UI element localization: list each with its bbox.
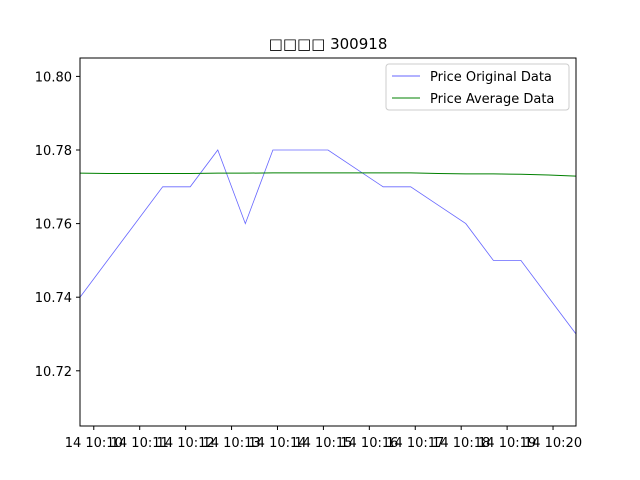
x-tick-label-4: 14 10:14 xyxy=(248,436,306,451)
x-tick-label-8: 14 10:18 xyxy=(432,436,490,451)
y-tick-label-3: 10.78 xyxy=(35,144,72,159)
x-tick-label-5: 14 10:15 xyxy=(294,436,352,451)
y-axis: 10.72 10.74 10.76 10.78 10.80 xyxy=(35,70,80,380)
y-tick-label-1: 10.74 xyxy=(35,291,72,306)
y-tick-label-4: 10.80 xyxy=(35,70,72,85)
x-tick-label-6: 14 10:16 xyxy=(340,436,398,451)
x-tick-label-10: 14 10:20 xyxy=(524,436,582,451)
series-line-1 xyxy=(79,149,577,335)
series-line-2 xyxy=(79,172,577,177)
legend: Price Original Data Price Average Data xyxy=(385,63,570,111)
x-tick-label-1: 14 10:11 xyxy=(111,436,169,451)
x-tick-label-7: 14 10:17 xyxy=(386,436,444,451)
legend-label-1: Price Original Data xyxy=(430,70,552,85)
legend-box xyxy=(385,63,570,111)
chart-title: □□□□ 300918 xyxy=(269,35,388,53)
plot-frame xyxy=(79,57,577,427)
x-tick-label-3: 14 10:13 xyxy=(202,436,260,451)
y-tick-label-2: 10.76 xyxy=(35,218,72,233)
x-tick-label-2: 14 10:12 xyxy=(157,436,215,451)
plot-area xyxy=(79,57,577,427)
y-tick-label-0: 10.72 xyxy=(35,365,72,380)
legend-label-2: Price Average Data xyxy=(430,92,554,107)
x-tick-label-0: 14 10:10 xyxy=(65,436,123,451)
x-tick-label-9: 14 10:19 xyxy=(478,436,536,451)
